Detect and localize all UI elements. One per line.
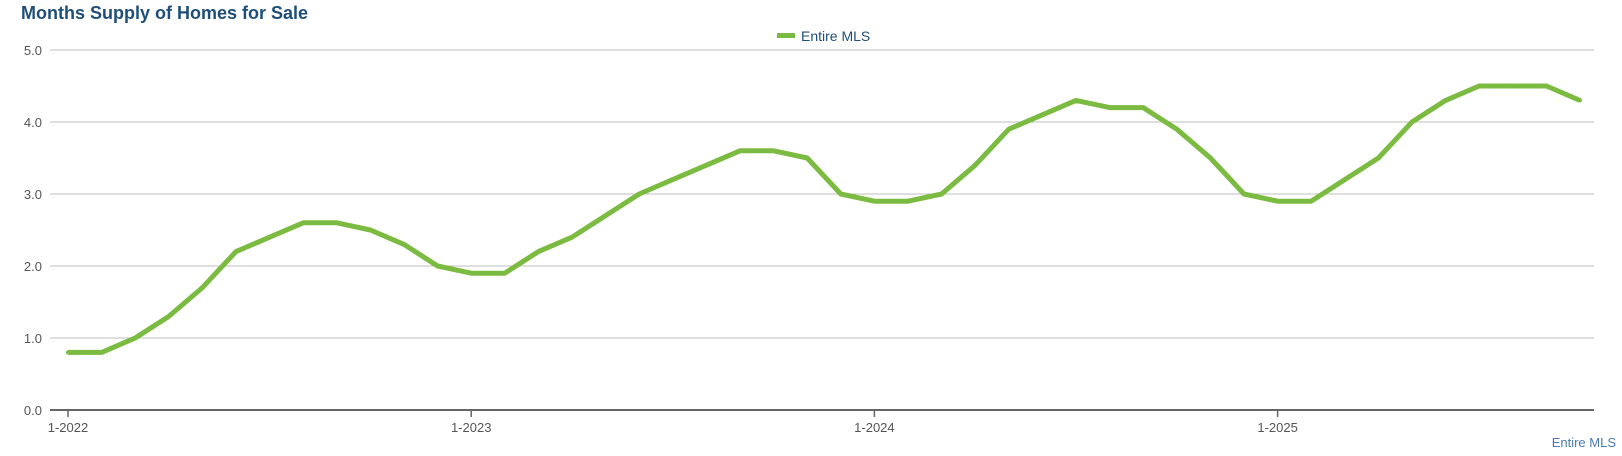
x-tick-label: 1-2023 [451, 420, 491, 435]
data-point[interactable] [1174, 127, 1179, 132]
legend-swatch [777, 33, 795, 38]
data-point[interactable] [1275, 199, 1280, 204]
data-point[interactable] [66, 350, 70, 355]
data-point[interactable] [1107, 105, 1112, 110]
data-point[interactable] [301, 220, 306, 225]
y-tick-label: 0.0 [24, 403, 42, 418]
data-point[interactable] [99, 350, 104, 355]
data-point[interactable] [200, 285, 205, 290]
data-point[interactable] [402, 242, 406, 247]
x-tick-label: 1-2022 [48, 420, 88, 435]
data-point[interactable] [1578, 98, 1582, 103]
data-point[interactable] [1006, 127, 1011, 132]
data-point[interactable] [670, 177, 675, 182]
data-point[interactable] [973, 163, 978, 168]
y-tick-label: 2.0 [24, 259, 42, 274]
data-point[interactable] [1544, 84, 1549, 88]
data-point[interactable] [1242, 192, 1246, 196]
legend[interactable]: Entire MLS [777, 28, 870, 44]
data-point[interactable] [1510, 84, 1515, 88]
data-point[interactable] [536, 249, 541, 254]
x-axis: 1-2022 1-2023 1-2024 1-2025 [48, 409, 1594, 435]
data-point[interactable] [771, 148, 776, 153]
data-point[interactable] [1208, 156, 1213, 160]
legend-label-entire-mls: Entire MLS [801, 28, 870, 44]
data-point[interactable] [1141, 105, 1146, 110]
series-line-entire-mls[interactable] [68, 83, 1581, 355]
data-point[interactable] [603, 213, 608, 218]
data-point[interactable] [234, 249, 238, 254]
series-group [66, 83, 1582, 355]
data-point[interactable] [637, 192, 642, 196]
data-point[interactable] [368, 228, 373, 232]
data-point[interactable] [1074, 98, 1078, 103]
y-tick-label: 4.0 [24, 115, 42, 130]
data-point[interactable] [872, 199, 877, 204]
x-tick-label: 1-2024 [854, 420, 894, 435]
data-point[interactable] [166, 314, 171, 319]
data-point[interactable] [838, 192, 843, 196]
data-point[interactable] [435, 264, 440, 268]
y-tick-label: 1.0 [24, 331, 42, 346]
data-point[interactable] [1477, 84, 1482, 88]
data-point[interactable] [1443, 98, 1448, 103]
data-point[interactable] [704, 163, 709, 168]
data-point[interactable] [906, 199, 910, 204]
data-point[interactable] [570, 235, 574, 240]
data-point[interactable] [469, 271, 474, 276]
y-axis-ticks: 0.0 1.0 2.0 3.0 4.0 5.0 [24, 43, 42, 418]
data-point[interactable] [267, 235, 272, 240]
data-point[interactable] [334, 220, 339, 225]
data-point[interactable] [1342, 177, 1347, 182]
data-point[interactable] [1376, 156, 1381, 160]
y-tick-label: 5.0 [24, 43, 42, 58]
data-point[interactable] [133, 336, 138, 340]
data-point[interactable] [1040, 112, 1045, 117]
grid-lines [50, 49, 1594, 339]
data-point[interactable] [738, 148, 742, 153]
chart-title: Months Supply of Homes for Sale [21, 3, 309, 23]
x-tick-label: 1-2025 [1257, 420, 1297, 435]
data-point[interactable] [805, 156, 810, 160]
credit-label: Entire MLS [1551, 435, 1616, 450]
data-point[interactable] [939, 192, 944, 196]
y-tick-label: 3.0 [24, 187, 42, 202]
data-point[interactable] [1309, 199, 1314, 204]
data-point[interactable] [502, 271, 507, 276]
data-point[interactable] [1410, 120, 1414, 124]
